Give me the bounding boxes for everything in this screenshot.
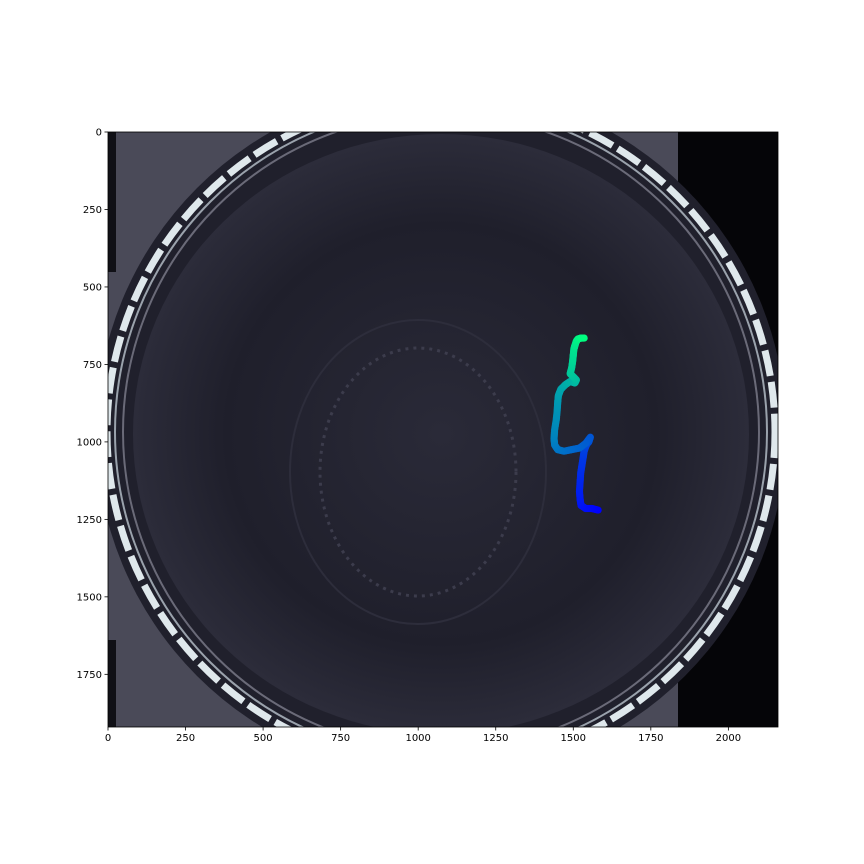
y-tick-label: 1250 [77,515,102,526]
y-axis: 0 250 500 750 1000 1250 1500 1750 [77,128,108,681]
x-tick-label: 750 [331,733,350,744]
x-tick-label: 500 [254,733,273,744]
x-tick-label: 1500 [561,733,586,744]
plot-axes: 0 250 500 750 1000 1250 1500 1750 2000 0 250 500 75… [77,128,779,744]
y-tick-label: 1500 [77,592,102,603]
y-tick-label: 0 [96,128,102,139]
x-tick-label: 1750 [638,733,663,744]
track-series [550,334,602,514]
axes-frame [107,131,779,728]
y-tick-label: 1000 [77,437,102,448]
y-tick-label: 500 [83,282,102,293]
x-tick-label: 1000 [405,733,430,744]
dish-image [108,132,778,727]
x-axis: 0 250 500 750 1000 1250 1500 1750 2000 [105,727,741,744]
y-tick-label: 1750 [77,670,102,681]
x-tick-label: 1250 [483,733,508,744]
x-tick-label: 0 [105,733,111,744]
x-tick-label: 250 [176,733,195,744]
x-tick-label: 2000 [716,733,741,744]
track-point [580,334,588,342]
y-tick-label: 750 [83,360,102,371]
y-tick-label: 250 [83,205,102,216]
